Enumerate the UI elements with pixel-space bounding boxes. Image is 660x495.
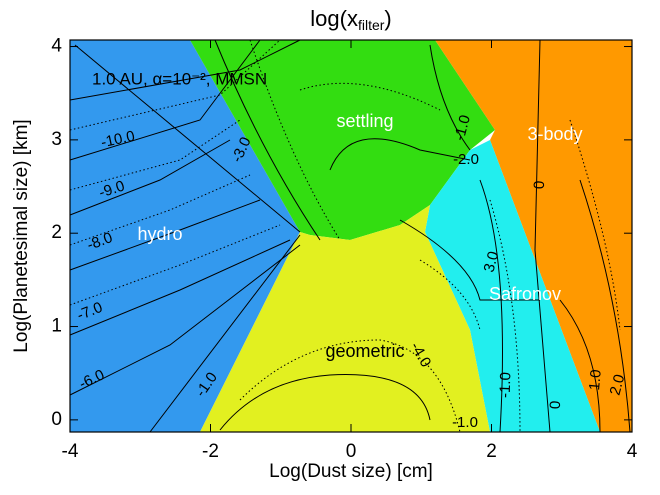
title-text: log(x <box>310 6 358 31</box>
y-tick-label: 4 <box>51 36 62 57</box>
region-label: Safronov <box>489 284 561 304</box>
region-fill <box>70 40 300 432</box>
x-tick-label: 4 <box>627 441 638 462</box>
contour-label: -1.0 <box>497 372 515 398</box>
contour-label: -2.0 <box>453 151 479 168</box>
title-closing: ) <box>384 6 391 31</box>
chart-title: log(xfilter) <box>310 6 391 33</box>
contour-label: 1.0 <box>586 369 605 391</box>
y-tick-label: 1 <box>51 316 62 337</box>
contour-label: -1.0 <box>451 113 474 142</box>
x-tick-label: -4 <box>62 441 79 462</box>
y-tick-label: 3 <box>51 129 62 150</box>
regions <box>70 40 632 432</box>
contour-label: -1.0 <box>452 414 478 431</box>
region-fill <box>425 140 600 432</box>
x-tick-label: 2 <box>486 441 497 462</box>
contours <box>69 39 631 433</box>
contour-label: 3.0 <box>481 250 503 275</box>
region-label: hydro <box>137 224 182 244</box>
title-subscript: filter <box>358 17 385 33</box>
contour-label: 0 <box>531 181 548 190</box>
x-tick-label: -2 <box>202 441 219 462</box>
region-labels: hydro settling 3-body Safronov geometric <box>137 111 582 361</box>
x-axis-label: Log(Dust size) [cm] <box>269 461 433 482</box>
y-tick-label: 0 <box>51 409 62 430</box>
region-label: 3-body <box>527 124 582 144</box>
region-label: geometric <box>325 341 404 361</box>
region-label: settling <box>336 111 393 131</box>
region-fill <box>200 205 490 432</box>
region-fill <box>190 40 495 240</box>
annotation: 1.0 AU, α=10⁻², MMSN <box>92 69 267 88</box>
ticks: -4 -2 0 2 4 0 1 2 3 4 <box>51 36 637 462</box>
y-axis-label: Log(Planetesimal size) [km] <box>11 119 32 352</box>
y-tick-label: 2 <box>51 222 62 243</box>
x-tick-label: 0 <box>346 441 357 462</box>
contour-label: -10.0 <box>99 128 136 152</box>
region-fill <box>435 40 632 432</box>
contour-label: 0 <box>547 401 564 410</box>
contour-label: 2.0 <box>607 373 629 398</box>
